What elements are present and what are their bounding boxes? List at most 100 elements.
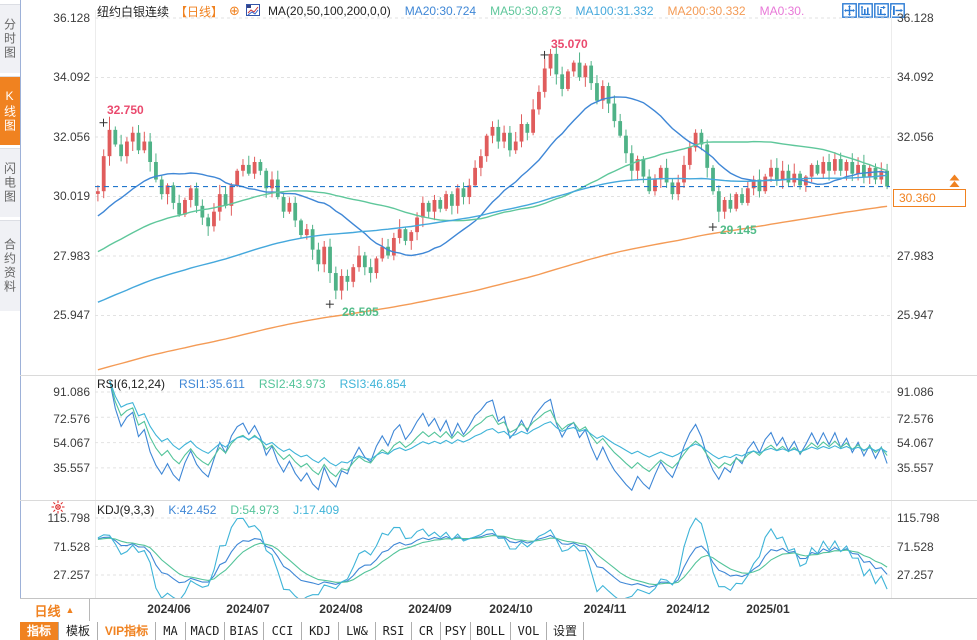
rsi-y-label: 72.576: [53, 412, 90, 426]
add-compare-icon[interactable]: ⊕: [229, 3, 240, 18]
chart-header: 纽约白银连续 【日线】 ⊕ MA(20,50,100,200,0,0) MA20:…: [97, 3, 804, 19]
price-annotation-low: 29.145: [720, 223, 757, 237]
month-label: 2024/08: [319, 602, 363, 616]
rsi2-value: RSI2:43.973: [258, 377, 326, 391]
period-tag: 【日线】: [175, 4, 224, 19]
y-label: 34.092: [897, 70, 934, 84]
rsi-y-label: 54.067: [897, 436, 934, 450]
last-price-box: 30.360: [893, 189, 966, 207]
kdj-j-value: J:17.409: [293, 503, 340, 517]
toolbar-lw[interactable]: LW&: [339, 622, 376, 640]
rsi-y-label: 72.576: [897, 412, 934, 426]
ma20-value: MA20:30.724: [404, 4, 477, 18]
plot-left-border: [95, 10, 96, 598]
toolbar-macd[interactable]: MACD: [186, 622, 225, 640]
toolbar-indicators[interactable]: 指标: [20, 622, 59, 640]
x-axis-scale-icon[interactable]: [874, 3, 889, 18]
kdj-name: KDJ(9,3,3): [97, 503, 155, 517]
toolbar-cci[interactable]: CCI: [264, 622, 302, 640]
month-label: 2024/07: [226, 602, 270, 616]
period-selector[interactable]: 日线 ▲: [20, 599, 90, 621]
period-label: 日线: [34, 603, 61, 619]
x-axis-strip: 日线 ▲ 2024/06 2024/07 2024/08 2024/09 202…: [20, 598, 977, 623]
kdj-d-value: D:54.973: [230, 503, 280, 517]
left-axis: 36.128 34.092 32.056 30.019 27.983 25.94…: [28, 0, 91, 640]
sidebar-tab-kline[interactable]: K线图: [0, 76, 20, 145]
month-label: 2025/01: [746, 602, 790, 616]
price-up-arrow-icon: [948, 174, 961, 193]
ma0-value: MA0:30.: [759, 4, 805, 18]
chart-tool-buttons: [842, 3, 905, 18]
rsi-kdj-separator: [20, 500, 977, 501]
rsi-y-label: 91.086: [897, 385, 934, 399]
y-label: 34.092: [53, 70, 90, 84]
pan-icon[interactable]: [842, 3, 857, 18]
y-label: 32.056: [897, 130, 934, 144]
sidebar-tab-timeline[interactable]: 分时图: [0, 4, 20, 73]
toolbar-ma[interactable]: MA: [156, 622, 186, 640]
kdj-y-label: 27.257: [53, 568, 90, 582]
rsi-header: RSI(6,12,24) RSI1:35.611 RSI2:43.973 RSI…: [97, 377, 406, 391]
rsi3-value: RSI3:46.854: [339, 377, 407, 391]
ma200-value: MA200:30.332: [667, 4, 746, 18]
month-label: 2024/06: [147, 602, 191, 616]
y-label: 36.128: [53, 11, 90, 25]
ma-settings-label: MA(20,50,100,200,0,0): [267, 4, 391, 18]
plot-right-border: [891, 10, 892, 598]
triangle-up-icon: ▲: [65, 604, 75, 615]
indicator-settings-sun-icon[interactable]: [51, 500, 65, 519]
toolbar-template[interactable]: 模板: [59, 622, 98, 640]
kdj-y-label: 115.798: [47, 511, 91, 525]
indicator-toolbar: 指标 模板 VIP指标 MA MACD BIAS CCI KDJ LW& RSI…: [20, 622, 977, 640]
rsi-name: RSI(6,12,24): [97, 377, 166, 391]
kdj-k-value: K:42.452: [168, 503, 217, 517]
rsi-y-label: 35.557: [897, 461, 934, 475]
sidebar: 分时图 K线图 闪电图 合约资料: [0, 0, 21, 640]
kdj-panel[interactable]: [95, 504, 890, 598]
rsi-y-label: 54.067: [53, 436, 90, 450]
toolbar-settings[interactable]: 设置: [547, 622, 584, 640]
toolbar-psy[interactable]: PSY: [441, 622, 471, 640]
toolbar-vip-indicators[interactable]: VIP指标: [98, 622, 156, 640]
month-label: 2024/09: [408, 602, 452, 616]
y-label: 32.056: [53, 130, 90, 144]
mini-chart-icon[interactable]: [245, 3, 260, 19]
month-label: 2024/11: [583, 602, 627, 616]
toolbar-rsi[interactable]: RSI: [376, 622, 412, 640]
kdj-y-label: 71.528: [897, 540, 934, 554]
y-label: 30.019: [53, 189, 90, 203]
price-annotation-high: 32.750: [107, 103, 144, 117]
kdj-header: KDJ(9,3,3) K:42.452 D:54.973 J:17.409: [97, 503, 339, 517]
ma100-value: MA100:31.332: [575, 4, 654, 18]
restore-right-icon[interactable]: [890, 3, 905, 18]
y-label: 25.947: [53, 308, 90, 322]
y-label: 25.947: [897, 308, 934, 322]
y-label: 27.983: [53, 249, 90, 263]
ma50-value: MA50:30.873: [490, 4, 562, 18]
right-axis: 36.128 34.092 32.056 27.983 25.947 91.08…: [897, 0, 972, 640]
kdj-y-label: 27.257: [897, 568, 934, 582]
sidebar-tab-contract-info[interactable]: 合约资料: [0, 220, 20, 311]
toolbar-vol[interactable]: VOL: [511, 622, 547, 640]
main-rsi-separator: [20, 375, 977, 376]
y-axis-scale-icon[interactable]: [858, 3, 873, 18]
instrument-title: 纽约白银连续: [97, 4, 170, 19]
rsi-y-label: 35.557: [53, 461, 90, 475]
kdj-y-label: 115.798: [897, 511, 940, 525]
toolbar-bias[interactable]: BIAS: [225, 622, 264, 640]
kdj-y-label: 71.528: [53, 540, 90, 554]
y-label: 36.128: [897, 11, 934, 25]
month-label: 2024/12: [666, 602, 710, 616]
rsi-panel[interactable]: [95, 381, 890, 499]
y-label: 27.983: [897, 249, 934, 263]
sidebar-tab-flash[interactable]: 闪电图: [0, 148, 20, 217]
rsi1-value: RSI1:35.611: [179, 377, 245, 391]
price-annotation-high: 35.070: [551, 37, 588, 51]
toolbar-kdj[interactable]: KDJ: [302, 622, 339, 640]
toolbar-cr[interactable]: CR: [412, 622, 441, 640]
toolbar-boll[interactable]: BOLL: [471, 622, 511, 640]
price-annotation-low: 26.505: [342, 305, 379, 319]
month-label: 2024/10: [489, 602, 533, 616]
candlestick-chart[interactable]: [95, 10, 890, 372]
